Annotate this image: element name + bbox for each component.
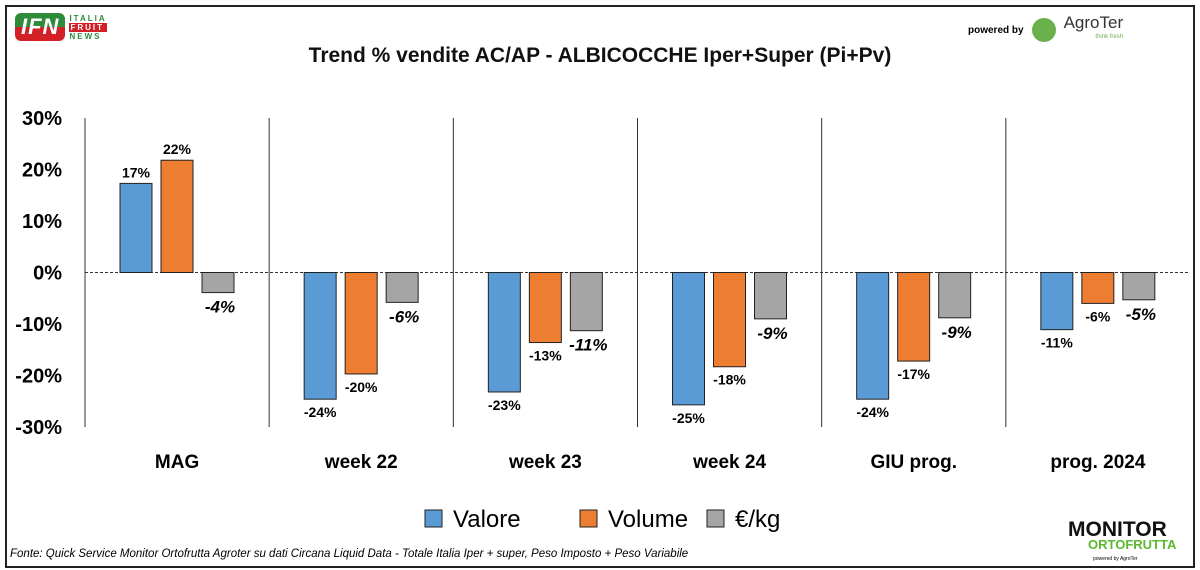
data-label: -24% — [856, 404, 889, 420]
y-tick-label: 0% — [33, 263, 62, 285]
legend-swatch — [424, 509, 443, 528]
data-label: -25% — [672, 410, 705, 426]
monitor-logo: MONITOR ORTOFRUTTA powered by AgroTer — [1068, 518, 1177, 567]
bar-kg — [385, 272, 419, 303]
data-label: -6% — [389, 307, 419, 326]
bar-volume — [897, 272, 931, 362]
x-tick-label: MAG — [155, 452, 199, 473]
x-tick-label: week 23 — [508, 452, 582, 473]
bar-kg — [569, 272, 603, 332]
y-tick-label: -10% — [15, 314, 62, 336]
powered-by-label: powered by — [968, 24, 1024, 36]
data-label: -4% — [205, 298, 235, 317]
y-tick-label: -20% — [15, 366, 62, 388]
legend-label: €/kg — [735, 506, 780, 533]
bar-volume — [528, 272, 562, 344]
y-tick-label: 20% — [22, 160, 62, 182]
bar-valore — [487, 272, 521, 393]
legend-swatch — [706, 509, 725, 528]
legend-label: Volume — [608, 506, 688, 533]
data-label: -6% — [1085, 308, 1110, 324]
ifn-line2: FRUIT — [69, 22, 107, 32]
footnote: Fonte: Quick Service Monitor Ortofrutta … — [10, 548, 689, 560]
y-tick-label: 10% — [22, 211, 62, 233]
bar-valore — [856, 272, 890, 400]
ifn-line1: ITALIA — [69, 13, 107, 23]
bar-volume — [344, 272, 378, 375]
agroter-logo: powered by AgroTer think fresh — [968, 13, 1124, 44]
bar-kg — [938, 272, 972, 319]
x-tick-label: prog. 2024 — [1050, 452, 1145, 473]
data-label: -11% — [569, 336, 607, 355]
frame — [5, 5, 1195, 568]
data-label: -18% — [713, 372, 746, 388]
chart-title: Trend % vendite AC/AP - ALBICOCCHE Iper+… — [309, 44, 892, 67]
monitor-line1: MONITOR — [1068, 518, 1167, 541]
data-label: -24% — [304, 404, 337, 420]
legend-swatch — [579, 509, 598, 528]
bar-volume — [713, 272, 746, 368]
bar-valore — [1040, 272, 1074, 331]
data-label: -9% — [757, 324, 787, 343]
data-label: -11% — [1041, 335, 1073, 351]
x-tick-label: GIU prog. — [870, 452, 957, 473]
bar-kg — [1122, 272, 1156, 301]
tree-icon — [1031, 18, 1056, 42]
bar-kg — [201, 272, 235, 294]
bar-kg — [754, 272, 787, 320]
data-label: -13% — [529, 348, 562, 364]
data-label: -5% — [1126, 305, 1156, 324]
agroter-tagline: think fresh — [1095, 34, 1124, 40]
agroter-brand: AgroTer — [1063, 13, 1124, 32]
ifn-logo: IFN ITALIA FRUIT NEWS — [15, 13, 107, 41]
data-label: -9% — [942, 323, 972, 342]
x-tick-label: week 24 — [692, 452, 766, 473]
bar-volume — [1081, 272, 1115, 304]
legend-label: Valore — [453, 506, 521, 533]
y-tick-label: 30% — [22, 108, 62, 130]
monitor-tagline: powered by AgroTer — [1093, 556, 1138, 562]
data-label: -23% — [488, 397, 521, 413]
ifn-logo-mark: IFN — [15, 13, 66, 41]
data-label: 22% — [163, 141, 192, 157]
y-tick-label: -30% — [15, 417, 62, 439]
bar-valore — [672, 272, 705, 406]
data-label: 17% — [122, 164, 151, 180]
monitor-line2: ORTOFRUTTA — [1088, 537, 1177, 552]
bar-valore — [119, 182, 153, 273]
bar-valore — [303, 272, 337, 400]
x-tick-label: week 22 — [324, 452, 398, 473]
data-label: -20% — [345, 379, 378, 395]
ifn-line3: NEWS — [69, 31, 102, 41]
bar-volume — [160, 159, 194, 273]
data-label: -17% — [897, 366, 930, 382]
